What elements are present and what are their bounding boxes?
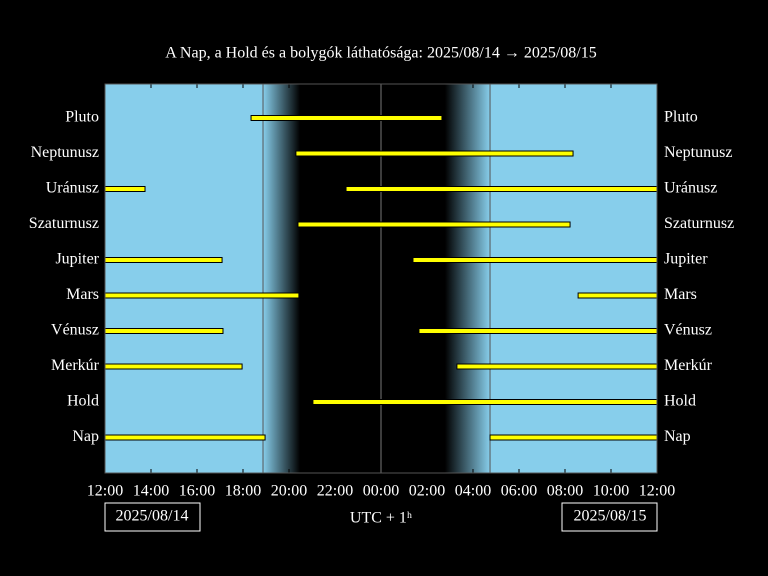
- visibility-bar: [312, 399, 658, 405]
- x-tick-label: 14:00: [133, 483, 169, 500]
- row-label: Neptunusz: [664, 144, 732, 161]
- row-label: Neptunusz: [31, 144, 99, 161]
- row-label: Pluto: [664, 109, 698, 126]
- row-label: Uránusz: [664, 180, 717, 197]
- row-label: Jupiter: [664, 251, 708, 268]
- plot-frame: [104, 83, 658, 474]
- row-label: Nap: [72, 428, 99, 445]
- x-tick-label: 08:00: [547, 483, 583, 500]
- x-tick-label: 00:00: [363, 483, 399, 500]
- visibility-bar: [577, 292, 658, 299]
- dawn-region: [444, 84, 491, 473]
- x-tick-label: 06:00: [501, 483, 537, 500]
- dusk-region: [263, 84, 301, 473]
- chart-title: A Nap, a Hold és a bolygók láthatósága: …: [165, 45, 597, 62]
- date-box: [561, 502, 658, 532]
- visibility-bar: [456, 363, 658, 370]
- row-label: Hold: [67, 393, 99, 410]
- day-region: [490, 84, 657, 473]
- x-tick-label: 18:00: [225, 483, 261, 500]
- x-tick-label: 12:00: [87, 483, 123, 500]
- row-label: Szaturnusz: [29, 215, 99, 232]
- start-date: 2025/08/14: [116, 508, 189, 525]
- visibility-bar: [295, 150, 574, 157]
- x-tick-label: 10:00: [593, 483, 629, 500]
- x-tick-label: 16:00: [179, 483, 215, 500]
- visibility-bar: [104, 257, 223, 263]
- row-label: Nap: [664, 428, 691, 445]
- row-label: Mars: [664, 286, 697, 303]
- row-label: Vénusz: [664, 322, 712, 339]
- visibility-bar: [104, 328, 224, 334]
- row-label: Merkúr: [664, 357, 713, 374]
- visibility-bar: [104, 292, 300, 299]
- x-axis-label: UTC + 1ʰ: [350, 510, 412, 527]
- visibility-bar: [345, 186, 658, 192]
- row-label: Vénusz: [51, 322, 99, 339]
- row-label: Hold: [664, 393, 696, 410]
- visibility-bar: [250, 115, 443, 121]
- row-label: Szaturnusz: [664, 215, 734, 232]
- visibility-bar: [297, 221, 571, 228]
- visibility-bar: [104, 434, 266, 441]
- visibility-bar: [104, 186, 146, 192]
- visibility-bar: [418, 328, 658, 334]
- visibility-bar: [489, 434, 658, 441]
- x-tick-label: 22:00: [317, 483, 353, 500]
- visibility-bar: [104, 363, 243, 370]
- row-label: Merkúr: [51, 357, 100, 374]
- row-label: Mars: [66, 286, 99, 303]
- x-tick-label: 04:00: [455, 483, 491, 500]
- row-label: Jupiter: [55, 251, 99, 268]
- date-box: [104, 502, 201, 532]
- x-tick-label: 12:00: [639, 483, 675, 500]
- night-region: [300, 84, 445, 473]
- row-label: Pluto: [65, 109, 99, 126]
- row-label: Uránusz: [46, 180, 99, 197]
- end-date: 2025/08/15: [574, 508, 647, 525]
- x-tick-label: 20:00: [271, 483, 307, 500]
- day-region: [105, 84, 264, 473]
- visibility-bar: [412, 257, 658, 263]
- x-tick-label: 02:00: [409, 483, 445, 500]
